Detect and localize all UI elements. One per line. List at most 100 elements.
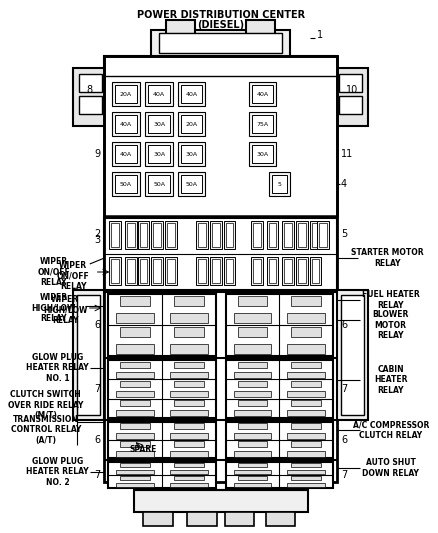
Text: 40A: 40A — [153, 92, 165, 96]
Bar — [127, 223, 135, 247]
Bar — [287, 451, 325, 457]
Bar — [287, 391, 325, 397]
Bar — [108, 422, 216, 458]
Bar — [170, 410, 208, 416]
Bar — [272, 175, 287, 193]
Bar — [115, 145, 137, 163]
Text: 7: 7 — [341, 470, 347, 480]
Bar — [117, 410, 154, 416]
Bar — [267, 221, 278, 249]
Bar — [178, 82, 205, 106]
Bar — [145, 82, 173, 106]
Bar — [319, 223, 327, 247]
Bar — [178, 172, 205, 196]
Text: 6: 6 — [94, 320, 100, 330]
Bar — [298, 259, 306, 283]
Text: 1: 1 — [318, 30, 324, 40]
Bar — [196, 257, 208, 285]
Bar — [120, 361, 150, 368]
Text: GLOW PLUG
HEATER RELAY
NO. 2: GLOW PLUG HEATER RELAY NO. 2 — [26, 457, 89, 487]
Bar — [140, 259, 148, 283]
Bar — [104, 56, 337, 482]
Bar — [104, 56, 337, 216]
Bar — [108, 294, 216, 356]
Text: 50A: 50A — [185, 182, 198, 187]
Text: 7: 7 — [94, 470, 100, 480]
Bar — [291, 327, 321, 337]
Bar — [120, 463, 150, 467]
Bar — [265, 512, 295, 526]
Bar — [311, 223, 319, 247]
Bar — [282, 257, 294, 285]
Bar — [174, 400, 204, 406]
Bar — [291, 381, 321, 387]
Bar — [111, 259, 119, 283]
Bar — [341, 295, 364, 415]
Bar — [249, 82, 276, 106]
Bar — [287, 372, 325, 378]
Bar — [117, 470, 154, 474]
Bar — [226, 294, 333, 356]
Bar — [167, 223, 175, 247]
Bar — [226, 422, 333, 458]
Bar — [174, 296, 204, 306]
Bar — [249, 112, 276, 136]
Bar — [333, 68, 368, 126]
Bar — [108, 462, 216, 488]
Bar — [225, 512, 254, 526]
Bar — [120, 441, 150, 447]
Bar — [120, 400, 150, 406]
Bar — [252, 85, 273, 103]
Bar — [233, 483, 271, 487]
Text: 6: 6 — [341, 320, 347, 330]
Bar — [180, 145, 202, 163]
Bar — [108, 360, 216, 418]
Bar — [180, 85, 202, 103]
Bar — [170, 483, 208, 487]
Bar — [77, 295, 100, 415]
Bar — [148, 115, 170, 133]
Bar — [120, 476, 150, 480]
Text: WIPER
HIGH/LOW
RELAY: WIPER HIGH/LOW RELAY — [43, 295, 88, 325]
Bar — [174, 463, 204, 467]
Bar — [224, 221, 235, 249]
Bar — [238, 361, 267, 368]
Bar — [291, 476, 321, 480]
Bar — [112, 112, 140, 136]
Text: STARTER MOTOR
RELAY: STARTER MOTOR RELAY — [351, 248, 424, 268]
Bar — [115, 115, 137, 133]
Bar — [287, 470, 325, 474]
Text: 75A: 75A — [257, 122, 269, 126]
Text: TRANSMISSION
CONTROL RELAY
(A/T): TRANSMISSION CONTROL RELAY (A/T) — [11, 415, 81, 445]
Bar — [117, 451, 154, 457]
Text: BLOWER
MOTOR
RELAY: BLOWER MOTOR RELAY — [373, 310, 409, 340]
Bar — [284, 259, 292, 283]
Bar — [238, 296, 267, 306]
Bar — [145, 172, 173, 196]
Bar — [311, 259, 319, 283]
Bar — [238, 463, 267, 467]
Bar — [238, 381, 267, 387]
Bar — [170, 312, 208, 322]
Text: 50A: 50A — [153, 182, 165, 187]
Bar — [145, 142, 173, 166]
Text: POWER DISTRIBUTION CENTER: POWER DISTRIBUTION CENTER — [137, 10, 305, 20]
Bar — [233, 312, 271, 322]
Bar — [174, 327, 204, 337]
Bar — [233, 391, 271, 397]
Bar — [127, 259, 135, 283]
Text: 4: 4 — [341, 179, 347, 189]
Bar — [125, 257, 137, 285]
Text: 5: 5 — [277, 182, 281, 187]
Bar — [238, 441, 267, 447]
Bar — [138, 221, 149, 249]
Bar — [233, 433, 271, 439]
Bar — [170, 391, 208, 397]
Text: (DIESEL): (DIESEL) — [197, 20, 244, 30]
Text: 6: 6 — [341, 435, 347, 445]
Bar — [148, 145, 170, 163]
Text: 30A: 30A — [153, 122, 165, 126]
Bar — [144, 512, 173, 526]
Bar — [111, 223, 119, 247]
Bar — [282, 221, 294, 249]
